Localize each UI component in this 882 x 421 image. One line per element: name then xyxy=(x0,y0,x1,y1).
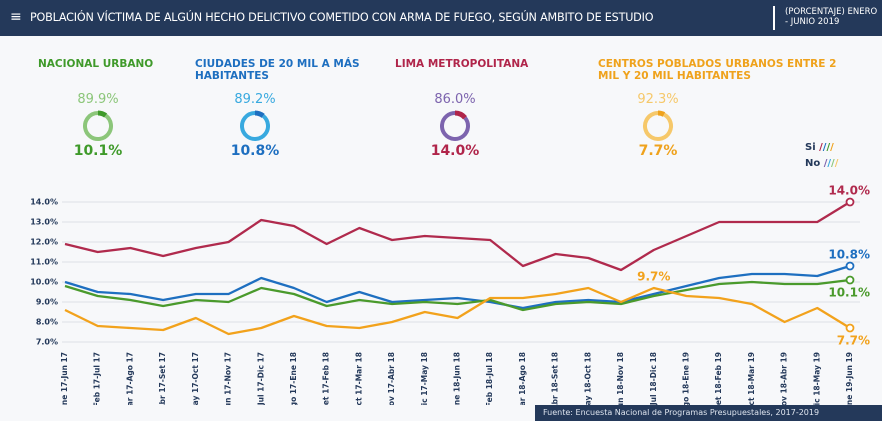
subtitle: (PORCENTAJE) ENERO - JUNIO 2019 xyxy=(785,7,878,27)
x-tick-label: Mar 18-Ago 18 xyxy=(518,352,527,405)
x-tick-label: Mar 17-Ago 17 xyxy=(125,352,134,405)
end-point xyxy=(845,323,855,333)
data-label: 9.7% xyxy=(637,270,670,284)
menu-icon[interactable]: ≡ xyxy=(10,9,22,25)
x-tick-label: Jun 17-Nov 17 xyxy=(224,352,233,405)
y-tick-label: 7.0% xyxy=(36,338,58,347)
x-tick-label: Nov 18-Abr 19 xyxy=(780,352,789,405)
line xyxy=(64,201,851,272)
no-label: 7.7% xyxy=(638,143,678,159)
x-tick-label: Ago 17-Ene 18 xyxy=(289,352,298,405)
x-tick-label: Jul 18-Dic 18 xyxy=(649,352,658,405)
y-tick-label: 14.0% xyxy=(30,198,58,207)
x-tick-label: May 18-Oct 18 xyxy=(583,352,592,405)
line xyxy=(64,264,851,310)
x-tick-label: Feb 18-Jul 18 xyxy=(485,352,494,405)
yes-label: 89.2% xyxy=(234,92,276,107)
end-point xyxy=(845,261,855,271)
y-tick-label: 8.0% xyxy=(36,318,58,327)
y-tick-label: 13.0% xyxy=(30,218,58,227)
donut xyxy=(239,110,271,142)
donut xyxy=(439,110,471,142)
yes-label: 92.3% xyxy=(637,92,679,107)
legend-no: No //// xyxy=(805,158,839,169)
legend-yes: Si //// xyxy=(805,142,834,153)
data-label: 7.7% xyxy=(837,334,870,348)
no-label: 10.8% xyxy=(230,143,280,159)
data-label: 14.0% xyxy=(828,184,870,198)
x-tick-label: Dic 17-May 18 xyxy=(420,352,429,405)
panel: CENTROS POBLADOS URBANOS ENTRE 2 MIL Y 2… xyxy=(598,58,848,176)
end-point xyxy=(845,197,855,207)
no-label: 10.1% xyxy=(73,143,123,159)
panel-name: CIUDADES DE 20 MIL A MÁS HABITANTES xyxy=(195,58,360,82)
donut xyxy=(82,110,114,142)
x-tick-label: Dic 18-May 19 xyxy=(812,352,821,405)
data-label: 10.8% xyxy=(828,248,870,262)
x-tick-label: Abr 17-Set 17 xyxy=(158,352,167,405)
y-tick-label: 10.0% xyxy=(30,278,58,287)
donut xyxy=(642,110,674,142)
x-tick-label: Ene 19-Jun 19 xyxy=(845,352,854,405)
x-tick-label: Feb 17-Jul 17 xyxy=(93,352,102,405)
y-tick-label: 12.0% xyxy=(30,238,58,247)
header: ≡ POBLACIÓN VÍCTIMA DE ALGÚN HECHO DELIC… xyxy=(0,0,882,36)
x-tick-label: Ene 17-Jun 17 xyxy=(60,352,69,405)
x-tick-label: Ene 18-Jun 18 xyxy=(453,352,462,405)
no-arc xyxy=(239,110,271,142)
x-tick-label: May 17-Oct 17 xyxy=(191,352,200,405)
divider xyxy=(773,6,775,30)
end-point xyxy=(845,275,855,285)
x-tick-label: Abr 18-Set 18 xyxy=(551,352,560,405)
panel: NACIONAL URBANO 89.9% 10.1% xyxy=(38,58,188,176)
yes-label: 86.0% xyxy=(434,92,476,107)
panel-name: NACIONAL URBANO xyxy=(38,58,154,70)
no-label: 14.0% xyxy=(430,143,480,159)
x-tick-label: Nov 17-Abr 18 xyxy=(387,352,396,405)
x-tick-label: Ago 18-Ene 19 xyxy=(681,352,690,405)
no-arc xyxy=(642,110,674,142)
no-arc xyxy=(82,110,114,142)
line xyxy=(64,286,851,336)
y-tick-label: 9.0% xyxy=(36,298,58,307)
yes-arc xyxy=(83,111,113,141)
line xyxy=(64,278,851,312)
panel: LIMA METROPOLITANA 86.0% 14.0% xyxy=(395,58,585,176)
x-tick-label: Jul 17-Dic 17 xyxy=(256,352,265,405)
x-tick-label: Oct 17-Mar 18 xyxy=(354,352,363,405)
x-tick-label: Set 18-Feb 19 xyxy=(714,352,723,405)
x-tick-label: Jun 18-Nov 18 xyxy=(616,352,625,405)
legend-label: No xyxy=(805,158,821,169)
legend-label: Si xyxy=(805,142,816,153)
yes-label: 89.9% xyxy=(77,92,119,107)
panel: CIUDADES DE 20 MIL A MÁS HABITANTES 89.2%… xyxy=(195,58,385,176)
source: Fuente: Encuesta Nacional de Programas P… xyxy=(535,405,882,421)
line-chart: 7.0% 8.0% 9.0% 10.0% 11.0% 12.0% 13.0% 14.0% Ene… xyxy=(30,184,870,406)
x-tick-label: Set 17-Feb 18 xyxy=(322,352,331,405)
data-label: 10.1% xyxy=(828,286,870,300)
title: POBLACIÓN VÍCTIMA DE ALGÚN HECHO DELICTI… xyxy=(30,11,654,24)
x-tick-label: Oct 18-Mar 19 xyxy=(747,352,756,405)
no-arc xyxy=(439,110,471,142)
legend: Si //// No //// xyxy=(805,140,838,172)
panel-name: LIMA METROPOLITANA xyxy=(395,58,529,70)
y-tick-label: 11.0% xyxy=(30,258,58,267)
panel-name: CENTROS POBLADOS URBANOS ENTRE 2 MIL Y 2… xyxy=(598,58,837,82)
